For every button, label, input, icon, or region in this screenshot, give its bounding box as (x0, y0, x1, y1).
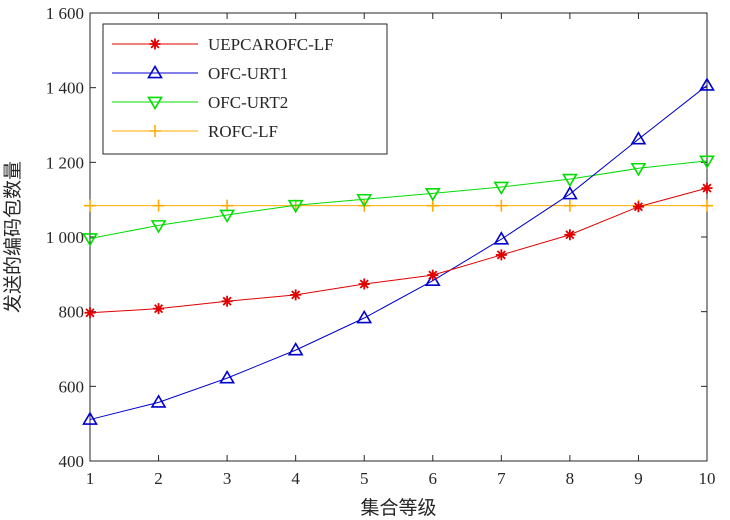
x-tick-label: 2 (154, 469, 163, 488)
y-tick-label: 400 (59, 452, 85, 471)
x-axis-title: 集合等级 (360, 497, 436, 519)
legend-box (102, 23, 388, 155)
data-point (150, 220, 167, 234)
data-point (632, 201, 644, 213)
data-point (152, 199, 165, 212)
legend-item-ofc-urt1: OFC-URT1 (112, 64, 288, 83)
legend-label: OFC-URT1 (208, 64, 288, 83)
series-ofc-urt1 (82, 77, 715, 425)
series-layer (82, 77, 715, 425)
data-point (219, 209, 236, 224)
data-point (424, 187, 441, 202)
legend-label: OFC-URT2 (208, 93, 288, 112)
data-point (699, 77, 715, 91)
data-point (426, 199, 439, 212)
legend-label: UEPCAROFC-LF (208, 35, 334, 54)
x-tick-label: 6 (429, 469, 438, 488)
series-line (89, 187, 708, 314)
data-point (221, 295, 233, 307)
series-ofc-urt2 (82, 155, 715, 247)
data-point (427, 269, 439, 281)
data-point (701, 199, 713, 212)
data-point (699, 155, 715, 169)
data-point (424, 272, 441, 287)
legend-marker (149, 125, 161, 137)
data-point (630, 131, 647, 145)
y-tick-label: 800 (59, 303, 85, 322)
legend: UEPCAROFC-LF OFC-URT1 OFC-URT2 ROFC-LF (102, 23, 388, 155)
legend-marker (147, 96, 163, 111)
x-tick-label: 8 (566, 469, 575, 488)
series-line (89, 85, 708, 421)
data-point (495, 249, 507, 261)
legend-item-rofc-lf: ROFC-LF (112, 122, 278, 141)
x-tick-label: 10 (699, 469, 716, 488)
legend-item-uepcarofc-lf: UEPCAROFC-LF (112, 35, 334, 54)
data-point (287, 199, 304, 214)
data-point (356, 309, 373, 324)
y-tick-label: 1 400 (46, 79, 84, 98)
series-uepcarofc-lf (84, 182, 713, 319)
data-point (82, 411, 98, 425)
data-point (84, 199, 96, 212)
y-tick-label: 1 600 (46, 4, 84, 23)
legend-marker (147, 64, 163, 79)
legend-item-ofc-urt2: OFC-URT2 (112, 93, 288, 112)
data-point (84, 307, 96, 319)
axis-ticks: 1 2 3 4 5 6 7 8 9 10 400 600 800 1 000 1 200 1 400 1 600 (46, 4, 716, 488)
x-tick-label: 9 (634, 469, 643, 488)
data-point (561, 173, 578, 188)
x-tick-label: 3 (223, 469, 232, 488)
data-point (630, 162, 647, 177)
data-point (358, 278, 370, 290)
data-point (219, 370, 236, 384)
data-point (563, 199, 576, 212)
data-point (356, 193, 373, 208)
legend-label: ROFC-LF (208, 122, 278, 141)
x-tick-label: 1 (86, 469, 95, 488)
data-point (561, 185, 578, 200)
legend-marker (149, 38, 161, 50)
data-point (153, 303, 165, 315)
data-point (287, 342, 304, 356)
data-point (564, 229, 576, 241)
data-point (493, 231, 510, 245)
data-point (150, 394, 167, 408)
x-tick-label: 5 (360, 469, 369, 488)
data-point (495, 199, 508, 212)
y-axis-title: 发送的编码包数量 (2, 161, 24, 313)
data-point (493, 181, 510, 196)
y-tick-label: 1 200 (46, 153, 84, 172)
data-point (290, 289, 302, 301)
y-tick-label: 600 (59, 377, 85, 396)
series-line (89, 160, 708, 239)
x-tick-label: 4 (291, 469, 300, 488)
x-tick-label: 7 (497, 469, 506, 488)
data-point (82, 233, 98, 247)
y-tick-label: 1 000 (46, 228, 84, 247)
data-point (701, 182, 713, 194)
